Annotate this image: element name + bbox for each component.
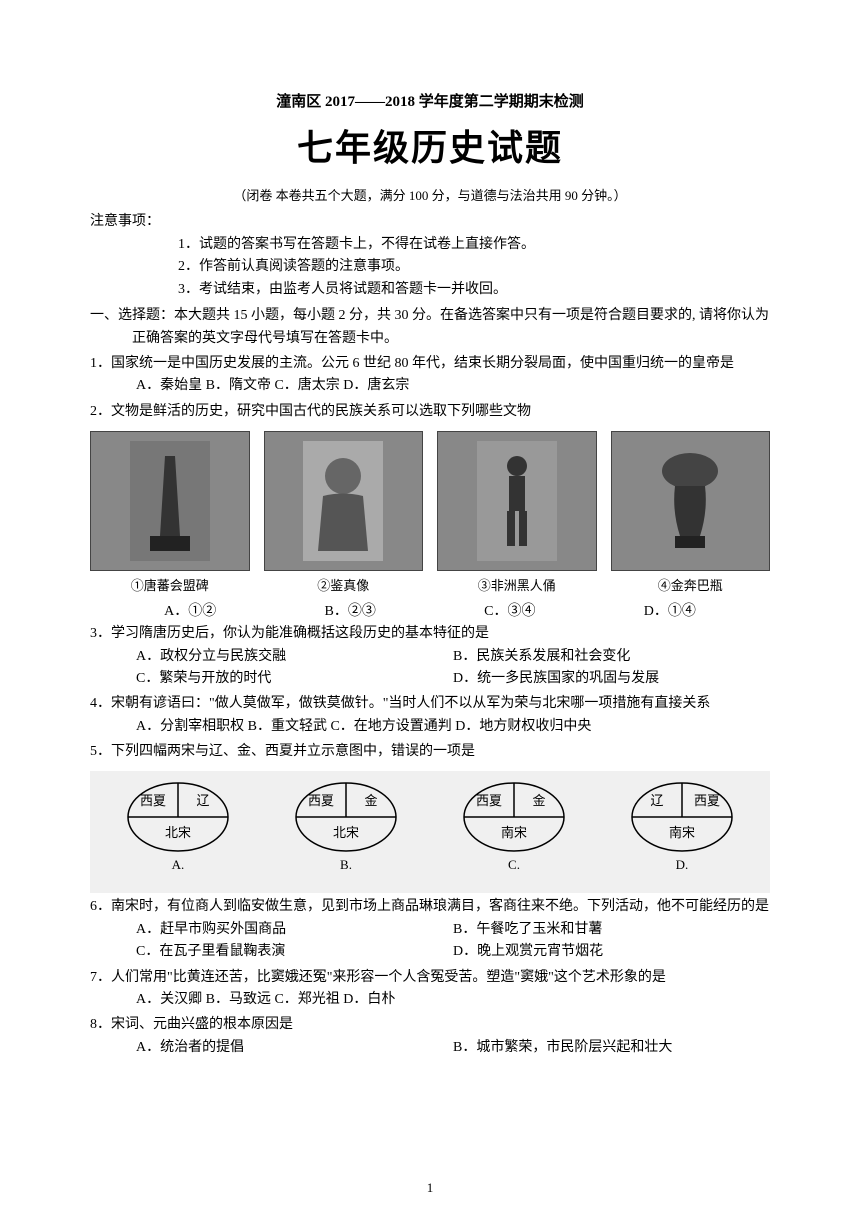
artifact-image-1: ①唐蕃会盟碑 xyxy=(90,431,250,594)
option-b: B．②③ xyxy=(325,600,376,620)
question-3-options-row2: C．繁荣与开放的时代 D．统一多民族国家的巩固与发展 xyxy=(90,668,770,690)
notice-item: 2．作答前认真阅读答题的注意事项。 xyxy=(90,256,770,278)
notice-header: 注意事项： xyxy=(90,210,770,230)
svg-text:西夏: 西夏 xyxy=(476,793,502,808)
diagram-a: 西夏 辽 北宋 A. xyxy=(123,779,233,873)
option-d: D．统一多民族国家的巩固与发展 xyxy=(453,668,770,690)
artifact-caption-1: ①唐蕃会盟碑 xyxy=(90,575,250,594)
artifact-image-4: ④金奔巴瓶 xyxy=(611,431,771,594)
svg-text:南宋: 南宋 xyxy=(501,825,527,840)
svg-text:辽: 辽 xyxy=(650,793,663,808)
diagram-label-c: C. xyxy=(459,857,569,873)
artifact-caption-3: ③非洲黑人俑 xyxy=(437,575,597,594)
exam-title: 七年级历史试题 xyxy=(90,119,770,171)
question-4: 4．宋朝有谚语曰："做人莫做军，做铁莫做针。"当时人们不以从军为荣与北宋哪一项措… xyxy=(90,693,770,715)
figurine-image xyxy=(437,431,597,571)
option-c: C．③④ xyxy=(484,600,535,620)
question-2-options: A．①② B．②③ C．③④ D．①④ xyxy=(90,600,770,620)
question-8: 8．宋词、元曲兴盛的根本原因是 xyxy=(90,1014,770,1036)
artifact-image-3: ③非洲黑人俑 xyxy=(437,431,597,594)
svg-text:西夏: 西夏 xyxy=(694,793,720,808)
question-8-options: A．统治者的提倡 B．城市繁荣，市民阶层兴起和壮大 xyxy=(90,1037,770,1059)
option-b: B．城市繁荣，市民阶层兴起和壮大 xyxy=(453,1037,770,1059)
question-5: 5．下列四幅两宋与辽、金、西夏并立示意图中，错误的一项是 xyxy=(90,741,770,763)
diagram-label-a: A. xyxy=(123,857,233,873)
question-7: 7．人们常用"比黄连还苦，比窦娥还冤"来形容一个人含冤受苦。塑造"窦娥"这个艺术… xyxy=(90,967,770,989)
option-b: B．民族关系发展和社会变化 xyxy=(453,646,770,668)
option-a: A．赶早市购买外国商品 xyxy=(136,919,453,941)
exam-header: 潼南区 2017——2018 学年度第二学期期末检测 xyxy=(90,90,770,111)
option-d: D．晚上观赏元宵节烟花 xyxy=(453,941,770,963)
question-7-options: A．关汉卿 B．马致远 C．郑光祖 D．白朴 xyxy=(90,989,770,1011)
vase-image xyxy=(611,431,771,571)
svg-text:北宋: 北宋 xyxy=(333,825,359,840)
question-4-options: A．分割宰相职权 B．重文轻武 C．在地方设置通判 D．地方财权收归中央 xyxy=(90,716,770,738)
question-3-options-row1: A．政权分立与民族交融 B．民族关系发展和社会变化 xyxy=(90,646,770,668)
question-1-options: A．秦始皇 B．隋文帝 C．唐太宗 D．唐玄宗 xyxy=(90,375,770,397)
svg-text:北宋: 北宋 xyxy=(165,825,191,840)
page-number: 1 xyxy=(427,1180,434,1196)
notice-item: 3．考试结束，由监考人员将试题和答题卡一并收回。 xyxy=(90,279,770,301)
svg-text:西夏: 西夏 xyxy=(308,793,334,808)
svg-text:金: 金 xyxy=(532,793,545,808)
svg-text:西夏: 西夏 xyxy=(140,793,166,808)
stele-image xyxy=(90,431,250,571)
option-b: B．午餐吃了玉米和甘薯 xyxy=(453,919,770,941)
question-5-diagrams: 西夏 辽 北宋 A. 西夏 金 北宋 B. 西夏 金 南宋 C. xyxy=(90,771,770,893)
svg-text:金: 金 xyxy=(364,793,377,808)
option-c: C．繁荣与开放的时代 xyxy=(136,668,453,690)
notice-item: 1．试题的答案书写在答题卡上，不得在试卷上直接作答。 xyxy=(90,234,770,256)
artifact-caption-2: ②鉴真像 xyxy=(264,575,424,594)
svg-text:辽: 辽 xyxy=(196,793,209,808)
option-a: A．①② xyxy=(164,600,216,620)
artifact-caption-4: ④金奔巴瓶 xyxy=(611,575,771,594)
diagram-c: 西夏 金 南宋 C. xyxy=(459,779,569,873)
question-6: 6．南宋时，有位商人到临安做生意，见到市场上商品琳琅满目，客商往来不绝。下列活动… xyxy=(90,896,770,918)
option-d: D．①④ xyxy=(644,600,696,620)
section-header: 一、选择题：本大题共 15 小题，每小题 2 分，共 30 分。在备选答案中只有… xyxy=(90,305,770,350)
diagram-label-b: B. xyxy=(291,857,401,873)
question-3: 3．学习隋唐历史后，你认为能准确概括这段历史的基本特征的是 xyxy=(90,623,770,645)
svg-text:南宋: 南宋 xyxy=(669,825,695,840)
option-a: A．统治者的提倡 xyxy=(136,1037,453,1059)
statue-image xyxy=(264,431,424,571)
question-2: 2．文物是鲜活的历史，研究中国古代的民族关系可以选取下列哪些文物 xyxy=(90,401,770,423)
question-6-options-row2: C．在瓦子里看鼠鞠表演 D．晚上观赏元宵节烟花 xyxy=(90,941,770,963)
question-6-options-row1: A．赶早市购买外国商品 B．午餐吃了玉米和甘薯 xyxy=(90,919,770,941)
diagram-d: 辽 西夏 南宋 D. xyxy=(627,779,737,873)
option-c: C．在瓦子里看鼠鞠表演 xyxy=(136,941,453,963)
option-a: A．政权分立与民族交融 xyxy=(136,646,453,668)
diagram-label-d: D. xyxy=(627,857,737,873)
exam-subtitle: （闭卷 本卷共五个大题，满分 100 分，与道德与法治共用 90 分钟。） xyxy=(90,185,770,204)
question-1: 1．国家统一是中国历史发展的主流。公元 6 世纪 80 年代，结束长期分裂局面，… xyxy=(90,353,770,375)
diagram-b: 西夏 金 北宋 B. xyxy=(291,779,401,873)
artifact-image-2: ②鉴真像 xyxy=(264,431,424,594)
question-2-images: ①唐蕃会盟碑 ②鉴真像 ③非洲黑人俑 ④金奔巴瓶 xyxy=(90,431,770,594)
